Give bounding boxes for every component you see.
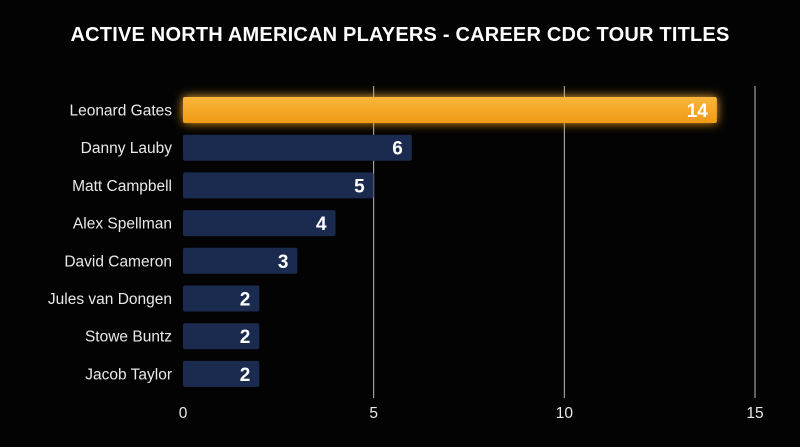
bar-value-label: 3 xyxy=(278,252,289,273)
category-labels: Leonard Gates Danny Lauby Matt Campbell Ale… xyxy=(48,103,172,384)
bar xyxy=(183,285,260,312)
bar-value-label: 4 xyxy=(316,214,327,235)
bar xyxy=(183,323,260,350)
bar xyxy=(183,97,717,123)
bar-value-label: 6 xyxy=(392,139,403,160)
x-tick-label: 5 xyxy=(369,405,378,422)
bar xyxy=(183,172,374,199)
gridlines xyxy=(373,86,756,398)
x-tick-label: 10 xyxy=(556,405,574,422)
category-label: David Cameron xyxy=(64,253,172,270)
category-label: Alex Spellman xyxy=(73,216,172,233)
bar xyxy=(183,134,412,161)
category-label: Matt Campbell xyxy=(72,178,172,195)
x-tick-label: 15 xyxy=(746,405,763,422)
bar-value-label: 14 xyxy=(687,101,709,122)
category-label: Leonard Gates xyxy=(69,103,172,120)
bar-value-label: 2 xyxy=(240,290,251,311)
category-label: Jules van Dongen xyxy=(48,291,172,308)
chart-title: ACTIVE NORTH AMERICAN PLAYERS - CAREER C… xyxy=(70,24,730,46)
x-axis-ticks: 0 5 10 15 xyxy=(179,405,764,422)
category-label: Jacob Taylor xyxy=(85,366,172,383)
category-label: Stowe Buntz xyxy=(85,329,172,346)
bar xyxy=(183,210,336,237)
bars: 14 6 5 4 3 2 2 2 xyxy=(183,97,717,387)
category-label: Danny Lauby xyxy=(81,140,173,157)
bar-value-label: 2 xyxy=(240,365,251,386)
x-tick-label: 0 xyxy=(179,405,188,422)
bar xyxy=(183,247,298,274)
bar-value-label: 2 xyxy=(240,327,251,348)
bar xyxy=(183,360,260,387)
bar-value-label: 5 xyxy=(354,176,365,197)
